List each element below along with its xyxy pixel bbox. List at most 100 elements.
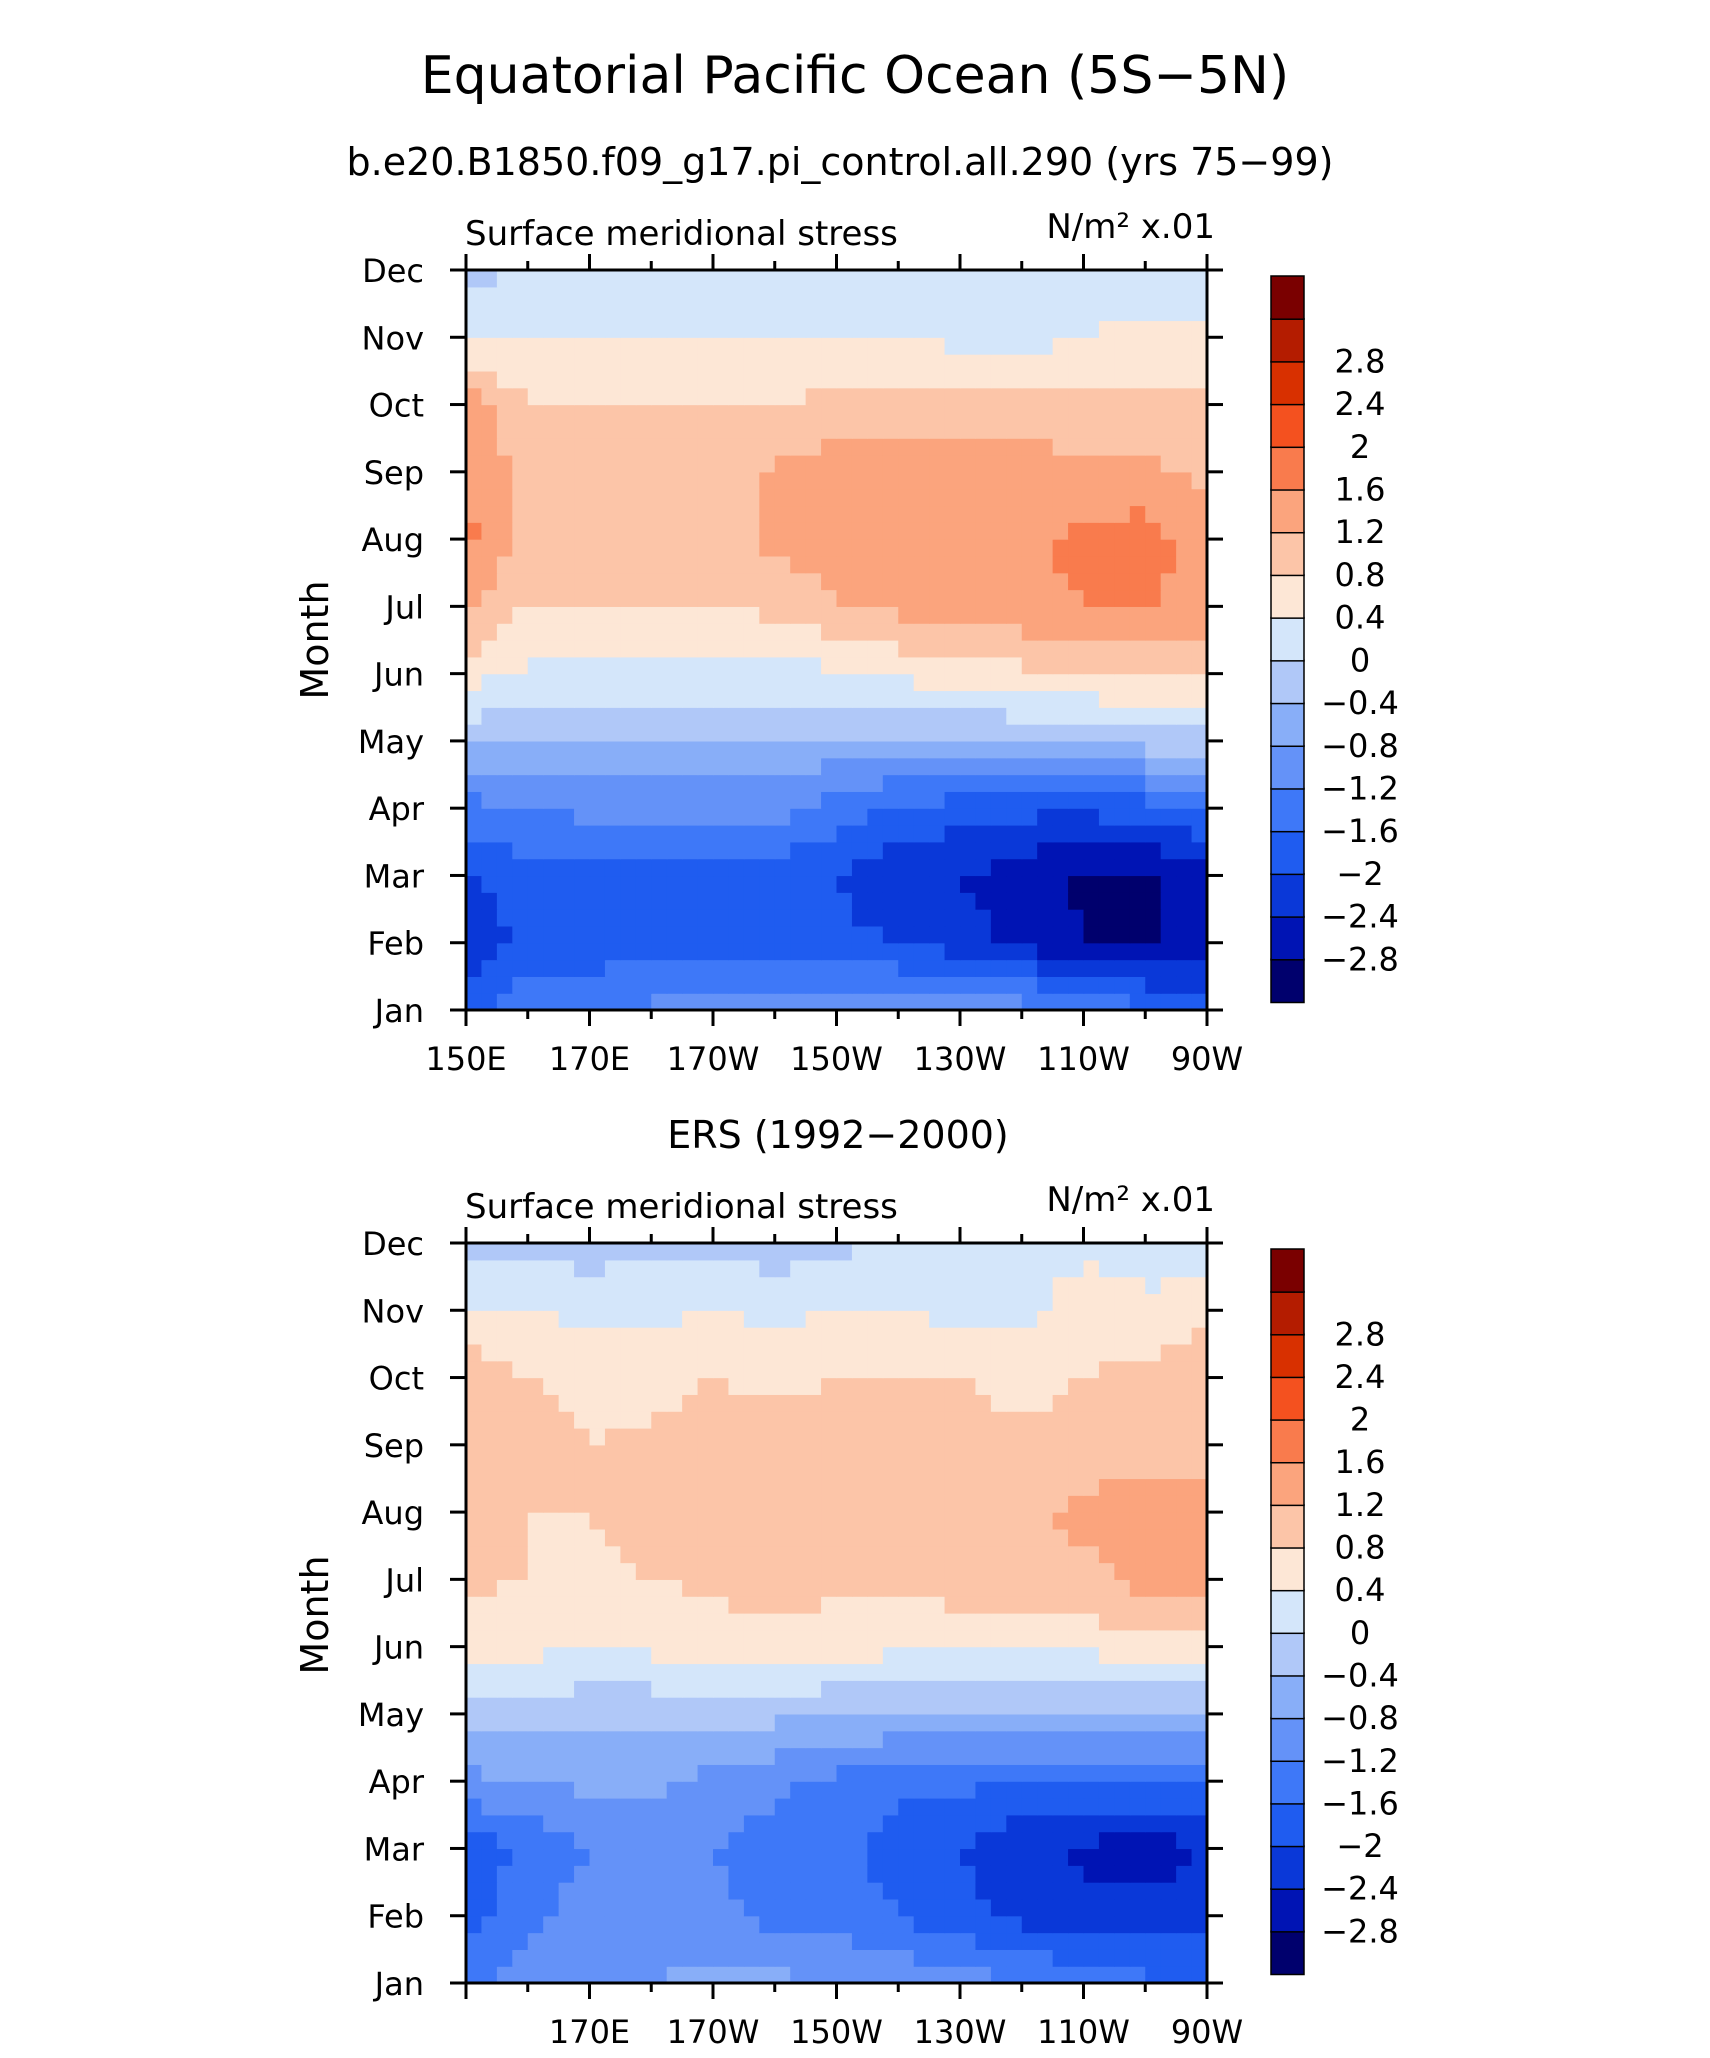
heatmap-cell (512, 1680, 529, 1698)
heatmap-cell (743, 976, 760, 994)
heatmap-cell (1021, 993, 1038, 1011)
heatmap-cell (759, 1293, 776, 1311)
heatmap-cell (620, 320, 637, 338)
heatmap-cell (805, 455, 822, 473)
heatmap-cell (604, 1444, 621, 1463)
heatmap-cell (574, 1865, 591, 1883)
heatmap-cell (651, 757, 668, 776)
heatmap-cell (481, 1730, 498, 1749)
heatmap-cell (882, 808, 899, 826)
heatmap-cell (1114, 640, 1131, 658)
heatmap-cell (913, 1966, 930, 1984)
heatmap-cell (1037, 925, 1054, 944)
heatmap-cell (867, 1394, 884, 1412)
heatmap-cell (759, 589, 776, 607)
heatmap-cell (944, 1360, 961, 1379)
heatmap-cell (604, 438, 621, 456)
heatmap-cell (1176, 1713, 1193, 1732)
heatmap-cell (620, 1949, 637, 1967)
heatmap-cell (666, 1579, 683, 1597)
heatmap-cell (1191, 1663, 1208, 1681)
heatmap-cell (975, 1327, 992, 1345)
heatmap-cell (1083, 488, 1100, 507)
heatmap-cell (1006, 673, 1023, 692)
heatmap-cell (635, 774, 652, 792)
heatmap-cell (713, 505, 730, 523)
heatmap-cell (790, 740, 807, 759)
heatmap-cell (620, 1781, 637, 1799)
heatmap-cell (666, 892, 683, 910)
heatmap-cell (666, 841, 683, 860)
heatmap-cell (1083, 1528, 1100, 1547)
heatmap-cell (944, 1680, 961, 1698)
heatmap-cell (558, 1966, 575, 1984)
heatmap-cell (589, 438, 606, 456)
heatmap-cell (898, 841, 915, 860)
heatmap-cell (635, 1428, 652, 1446)
heatmap-cell (836, 455, 853, 473)
heatmap-cell (867, 909, 884, 927)
heatmap-cell (1021, 1327, 1038, 1345)
heatmap-cell (944, 1865, 961, 1883)
heatmap-cell (1129, 1915, 1146, 1934)
heatmap-cell (805, 1966, 822, 1984)
heatmap-cell (944, 505, 961, 523)
heatmap-cell (574, 471, 591, 490)
heatmap-cell (697, 1831, 714, 1850)
heatmap-cell (759, 438, 776, 456)
heatmap-cell (836, 1764, 853, 1782)
colorbar-swatch (1270, 1290, 1305, 1336)
heatmap-cell (1021, 286, 1038, 305)
heatmap-cell (1021, 488, 1038, 507)
heatmap-cell (1037, 993, 1054, 1011)
heatmap-cell (1006, 404, 1023, 422)
x-tick-label: 90W (1171, 2013, 1243, 2051)
heatmap-cell (821, 808, 838, 826)
heatmap-cell (851, 892, 868, 910)
heatmap-cell (1006, 1243, 1023, 1261)
heatmap-cell (512, 1579, 529, 1597)
heatmap-cell (558, 673, 575, 692)
heatmap-cell (1191, 909, 1208, 927)
heatmap-cell (944, 1730, 961, 1749)
heatmap-cell (867, 1747, 884, 1765)
heatmap-cell (697, 1596, 714, 1614)
colorbar-label: 2.4 (1335, 385, 1386, 423)
heatmap-cell (728, 925, 745, 944)
heatmap-cell (728, 1629, 745, 1648)
heatmap-cell (1068, 606, 1085, 624)
heatmap-cell (898, 1831, 915, 1850)
heatmap-cell (496, 539, 513, 557)
heatmap-cell (1145, 1596, 1162, 1614)
heatmap-cell (1037, 1528, 1054, 1547)
heatmap-cell (682, 1478, 699, 1496)
heatmap-cell (1068, 993, 1085, 1011)
heatmap-cell (1083, 724, 1100, 742)
heatmap-cell (913, 1697, 930, 1715)
heatmap-cell (882, 354, 899, 372)
heatmap-cell (821, 724, 838, 742)
heatmap-cell (512, 1898, 529, 1917)
heatmap-cell (898, 1512, 915, 1530)
heatmap-cell (759, 858, 776, 877)
heatmap-cell (805, 1730, 822, 1749)
heatmap-cell (558, 909, 575, 927)
heatmap-cell (1083, 1663, 1100, 1681)
heatmap-cell (589, 640, 606, 658)
heatmap-cell (1037, 623, 1054, 641)
heatmap-cell (1114, 925, 1131, 944)
heatmap-cell (1191, 270, 1208, 288)
heatmap-cell (805, 1898, 822, 1917)
heatmap-cell (1037, 825, 1054, 843)
heatmap-cell (1083, 808, 1100, 826)
heatmap-cell (574, 1562, 591, 1580)
heatmap-cell (805, 337, 822, 355)
heatmap-cell (1021, 656, 1038, 675)
heatmap-cell (512, 1764, 529, 1782)
heatmap-cell (512, 774, 529, 792)
heatmap-cell (759, 909, 776, 927)
heatmap-cell (743, 1764, 760, 1782)
heatmap-cell (1052, 1461, 1069, 1480)
heatmap-cell (990, 640, 1007, 658)
heatmap-cell (836, 993, 853, 1011)
